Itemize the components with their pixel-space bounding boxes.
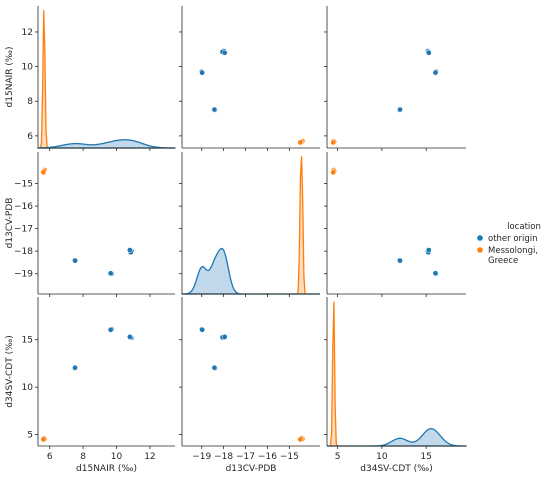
- panel-r1-c2: [326, 152, 466, 295]
- ytick-label-d15nair: 6: [27, 132, 33, 142]
- ytick-label-d15nair: 8: [27, 97, 33, 107]
- xlabel-d13cv-pdb: d13CV-PDB: [226, 464, 277, 474]
- ytick-label-d13cv-pdb: −18: [14, 247, 33, 257]
- ytick-label-d15nair: 12: [22, 28, 33, 38]
- xtick-label-d13cv-pdb: −16: [258, 452, 277, 462]
- point-other-origin-r2-c1-6: [211, 364, 218, 371]
- ylabel-d13cv-pdb: d13CV-PDB: [5, 198, 15, 249]
- kde-other-origin-d34sv-cdt: [327, 428, 467, 447]
- point-other-origin-r0-c2-6: [397, 106, 403, 113]
- legend-marker-0: [477, 235, 483, 241]
- point-other-origin-r1-c2-1: [432, 270, 439, 277]
- xlabel-d15nair: d15NAIR (‰): [76, 464, 137, 474]
- panel-r2-c1: [181, 297, 320, 447]
- panel-r1-c0: [37, 152, 175, 295]
- ytick-label-d34sv-cdt: 15: [22, 336, 33, 346]
- point-other-origin-r1-c0-6: [72, 257, 78, 264]
- ytick-label-d13cv-pdb: −15: [14, 180, 33, 190]
- xtick-label-d15nair: 10: [111, 452, 123, 462]
- legend-marker-1: [477, 247, 483, 253]
- xtick-label-d13cv-pdb: −15: [280, 452, 299, 462]
- point-other-origin-r1-c0-4: [127, 247, 133, 253]
- panel-r0-c2: [326, 6, 466, 149]
- kde-messolongi-greece-d34sv-cdt: [327, 301, 466, 447]
- xtick-label-d15nair: 12: [144, 452, 155, 462]
- xtick-label-d15nair: 8: [80, 452, 86, 462]
- kde-messolongi-greece-d15nair: [38, 10, 175, 149]
- xtick-label-d13cv-pdb: −18: [214, 452, 233, 462]
- point-other-origin-r1-c0-1: [107, 270, 114, 277]
- point-other-origin-r0-c1-6: [211, 106, 218, 113]
- xtick-label-d34sv-cdt: 15: [420, 452, 431, 462]
- point-messolongi-greece-r1-c0-2: [40, 169, 47, 176]
- ytick-label-d34sv-cdt: 10: [22, 383, 34, 393]
- xlabel-d34sv-cdt: d34SV-CDT (‰): [360, 464, 432, 474]
- point-messolongi-greece-r2-c1-2: [297, 436, 304, 443]
- point-messolongi-greece-r2-c0-2: [40, 436, 47, 443]
- point-other-origin-r1-c2-6: [397, 257, 403, 264]
- panel-r2-c0: [37, 297, 175, 447]
- point-other-origin-r2-c1-1: [199, 326, 205, 333]
- ylabel-d15nair: d15NAIR (‰): [5, 47, 15, 108]
- point-messolongi-greece-r0-c1-2: [297, 139, 304, 146]
- legend: location other origin Messolongi,Greece: [477, 222, 541, 266]
- legend-label-0: other origin: [488, 234, 538, 244]
- ytick-label-d34sv-cdt: 5: [27, 431, 33, 441]
- point-messolongi-greece-r1-c2-2: [330, 169, 337, 176]
- xtick-label-d15nair: 6: [47, 452, 53, 462]
- xtick-label-d34sv-cdt: 5: [335, 452, 341, 462]
- xtick-label-d13cv-pdb: −17: [236, 452, 255, 462]
- kde-other-origin-d15nair: [37, 139, 176, 149]
- legend-label-1: Messolongi,: [488, 246, 538, 256]
- ytick-label-d13cv-pdb: −19: [14, 270, 33, 280]
- point-other-origin-r2-c1-4: [221, 334, 228, 340]
- point-other-origin-r0-c2-1: [432, 69, 439, 76]
- panel-r0-c0: [37, 6, 176, 149]
- ytick-label-d13cv-pdb: −17: [14, 225, 33, 235]
- point-messolongi-greece-r0-c2-2: [330, 139, 337, 146]
- point-other-origin-r0-c1-4: [221, 49, 228, 56]
- point-other-origin-r2-c0-4: [127, 334, 133, 340]
- panel-r0-c1: [181, 6, 320, 149]
- ytick-label-d13cv-pdb: −16: [14, 202, 33, 212]
- ylabel-d34sv-cdt: d34SV-CDT (‰): [5, 335, 15, 407]
- panel-r1-c1: [181, 152, 320, 295]
- point-other-origin-r0-c2-4: [425, 49, 432, 56]
- ytick-label-d15nair: 10: [22, 63, 34, 73]
- panel-r2-c2: [326, 297, 467, 447]
- legend-label-1: Greece: [488, 256, 518, 266]
- xtick-label-d34sv-cdt: 10: [376, 452, 388, 462]
- legend-title: location: [507, 222, 541, 232]
- point-other-origin-r2-c0-1: [107, 326, 114, 333]
- xtick-label-d13cv-pdb: −19: [192, 452, 211, 462]
- point-other-origin-r2-c0-6: [72, 364, 78, 371]
- point-other-origin-r0-c1-1: [199, 69, 205, 76]
- point-other-origin-r1-c2-4: [425, 247, 432, 253]
